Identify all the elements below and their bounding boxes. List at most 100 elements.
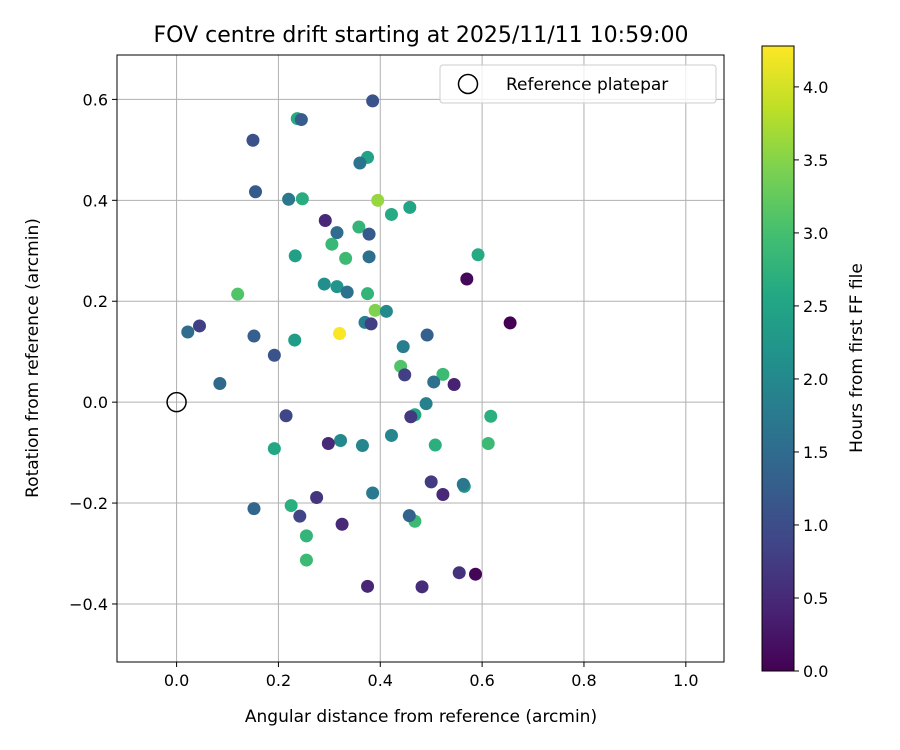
data-point [267, 348, 281, 362]
x-tick-label: 1.0 [673, 671, 698, 690]
data-point [288, 249, 302, 263]
data-point [419, 397, 433, 411]
data-point [299, 553, 313, 567]
data-point [330, 226, 344, 240]
data-point [282, 192, 296, 206]
data-point [318, 213, 332, 227]
x-tick-label: 0.0 [164, 671, 189, 690]
data-point [361, 579, 375, 593]
colorbar-tick-label: 4.0 [803, 78, 828, 97]
x-tick-label: 0.2 [266, 671, 291, 690]
colorbar-tick-label: 0.0 [803, 662, 828, 681]
x-axis-ticks: 0.0 0.2 0.4 0.6 0.8 1.0 [164, 662, 699, 690]
data-point [371, 193, 385, 207]
y-axis-ticks: −0.4 −0.2 0.0 0.2 0.4 0.6 [69, 90, 117, 614]
data-point [471, 248, 485, 262]
data-point [379, 304, 393, 318]
colorbar-tick-label: 0.5 [803, 589, 828, 608]
data-point [366, 94, 380, 108]
data-point [403, 200, 417, 214]
y-tick-label: 0.2 [83, 292, 108, 311]
legend-label: Reference platepar [506, 75, 668, 95]
data-point [424, 475, 438, 489]
data-point [398, 368, 412, 382]
data-point [213, 376, 227, 390]
data-point [340, 285, 354, 299]
data-point [339, 251, 353, 265]
plot-area [116, 54, 725, 663]
data-point [460, 272, 474, 286]
legend: Reference platepar [439, 64, 717, 104]
data-point [384, 428, 398, 442]
colorbar-label: Hours from first FF file [847, 263, 867, 453]
data-point [481, 437, 495, 451]
x-tick-label: 0.8 [571, 671, 596, 690]
y-tick-label: 0.6 [83, 90, 108, 109]
data-point [362, 250, 376, 264]
data-point [335, 517, 349, 531]
data-point [484, 409, 498, 423]
data-point [317, 277, 331, 291]
data-point [247, 329, 261, 343]
data-point [279, 409, 293, 423]
data-point [355, 439, 369, 453]
colorbar-tick-label: 3.5 [803, 151, 828, 170]
y-tick-label: −0.2 [69, 494, 108, 513]
data-point [249, 185, 263, 199]
data-point [366, 486, 380, 500]
data-point [384, 207, 398, 221]
data-point [396, 340, 410, 354]
data-point [321, 437, 335, 451]
data-point [468, 567, 482, 581]
colorbar-ticks: 0.0 0.5 1.0 1.5 2.0 2.5 3.0 3.5 4.0 [794, 78, 828, 681]
data-point [330, 280, 344, 294]
data-point [447, 377, 461, 391]
data-point [452, 566, 466, 580]
data-point [310, 491, 324, 505]
data-point [294, 113, 308, 127]
grid-lines [117, 55, 724, 662]
data-point [503, 316, 517, 330]
data-point [456, 477, 470, 491]
colorbar-tick-label: 1.0 [803, 516, 828, 535]
data-point [246, 133, 260, 147]
colorbar: 0.0 0.5 1.0 1.5 2.0 2.5 3.0 3.5 4.0 Hours from f… [761, 45, 867, 681]
data-point [334, 433, 348, 447]
data-point [364, 317, 378, 331]
data-points [181, 94, 517, 594]
data-point [362, 227, 376, 241]
data-point [299, 529, 313, 543]
reference-marker [166, 391, 187, 413]
data-point [420, 328, 434, 342]
colorbar-tick-label: 2.0 [803, 370, 828, 389]
x-axis-label: Angular distance from reference (arcmin) [245, 707, 597, 727]
data-point [333, 327, 347, 341]
data-point [295, 192, 309, 206]
legend-box [439, 64, 717, 104]
chart-title: FOV centre drift starting at 2025/11/11 … [154, 23, 689, 48]
data-point [427, 375, 441, 389]
colorbar-tick-label: 3.0 [803, 224, 828, 243]
data-point [353, 156, 367, 170]
data-point [288, 333, 302, 347]
y-tick-label: −0.4 [69, 595, 108, 614]
y-tick-label: 0.4 [83, 191, 108, 210]
y-tick-label: 0.0 [83, 393, 108, 412]
x-tick-label: 0.4 [368, 671, 393, 690]
data-point [267, 442, 281, 456]
data-point [368, 303, 382, 317]
data-point [361, 287, 375, 301]
data-point [293, 509, 307, 523]
reference-marker-group [166, 391, 187, 413]
y-axis-label: Rotation from reference (arcmin) [23, 218, 43, 498]
legend-reference-marker [457, 73, 479, 95]
data-point [181, 325, 195, 339]
data-point [415, 580, 429, 594]
data-point [436, 487, 450, 501]
colorbar-tick-label: 1.5 [803, 443, 828, 462]
colorbar-tick-label: 2.5 [803, 297, 828, 316]
colorbar-gradient [761, 45, 795, 672]
data-point [428, 438, 442, 452]
x-tick-label: 0.6 [469, 671, 494, 690]
